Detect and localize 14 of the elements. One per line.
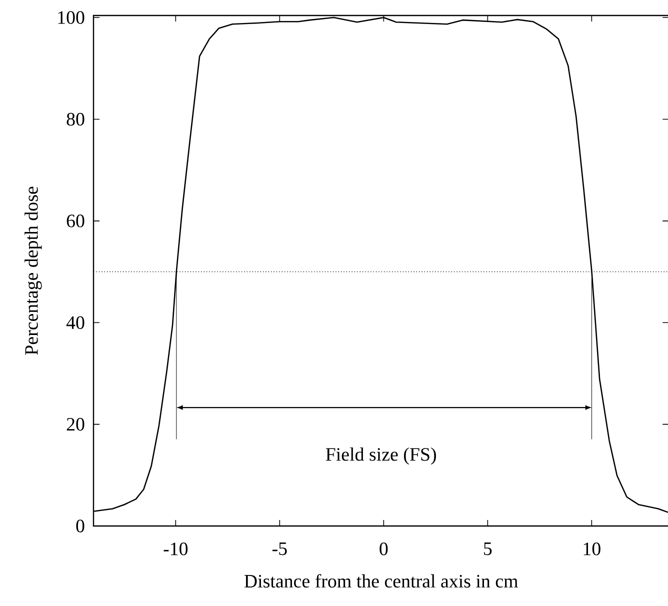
y-tick-label: 80 [66, 112, 84, 126]
x-tick-label: 0 [380, 542, 388, 556]
x-tick-label: -5 [272, 542, 287, 556]
annotation: Field size (FS) [326, 447, 436, 465]
y-tick-label: 60 [66, 214, 84, 228]
y-tick-label: 20 [66, 418, 84, 431]
y-tick-label: 0 [76, 520, 84, 532]
x-axis-title: Distance from the central axis in cm [244, 574, 518, 588]
y-tick-label: 100 [58, 11, 84, 24]
x-tick-label: 5 [484, 542, 492, 556]
x-tick-label: -10 [164, 542, 188, 556]
y-tick-label: 40 [66, 316, 84, 329]
x-tick-label: 10 [584, 542, 600, 556]
y-axis-title: Percentage depth dose [24, 186, 42, 355]
